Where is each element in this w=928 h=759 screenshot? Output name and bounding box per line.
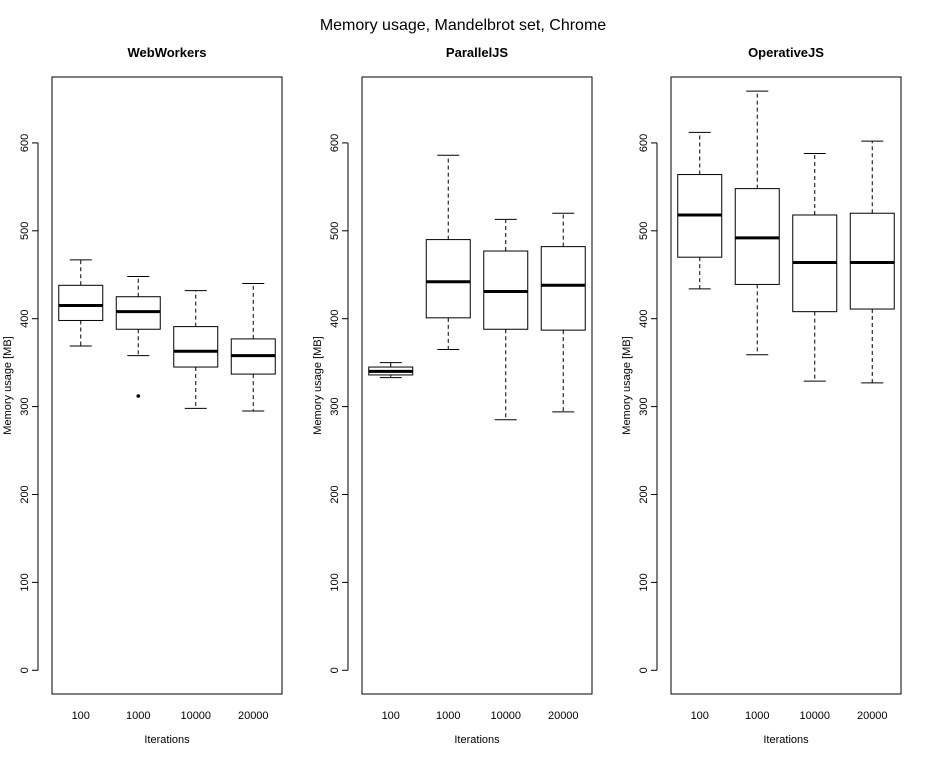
x-axis-title: Iterations [454, 734, 500, 746]
x-tick-label: 20000 [857, 710, 888, 722]
y-tick-label: 300 [329, 397, 341, 415]
plot-frame [361, 76, 593, 695]
y-tick-label: 600 [329, 134, 341, 152]
x-tick-label: 10000 [490, 710, 521, 722]
y-tick-label: 200 [329, 485, 341, 503]
x-tick-label: 100 [382, 710, 400, 722]
box-20000 [230, 283, 276, 412]
plot-frame [670, 76, 902, 695]
outlier-point [136, 394, 141, 398]
y-tick-label: 600 [19, 134, 31, 152]
box-iqr [173, 326, 219, 368]
y-tick-label: 300 [638, 397, 650, 415]
box-iqr [540, 246, 586, 331]
y-tick-label: 200 [19, 485, 31, 503]
box-100 [58, 259, 104, 347]
x-axis-title: Iterations [144, 734, 190, 746]
y-axis-title: Memory usage [MB] [2, 336, 14, 434]
box-10000 [483, 218, 529, 421]
box-1000 [115, 276, 161, 398]
x-tick-label: 1000 [436, 710, 460, 722]
box-20000 [849, 140, 895, 384]
y-tick-label: 300 [19, 397, 31, 415]
y-tick-label: 600 [638, 134, 650, 152]
x-tick-label: 10000 [799, 710, 830, 722]
y-tick-label: 400 [638, 310, 650, 328]
panel-title: ParallelJS [446, 45, 508, 60]
x-axis-title: Iterations [763, 734, 809, 746]
box-1000 [734, 90, 780, 356]
x-tick-label: 1000 [126, 710, 150, 722]
x-tick-label: 10000 [180, 710, 211, 722]
box-1000 [425, 154, 471, 350]
y-tick-label: 500 [638, 222, 650, 240]
chart-panel-paralleljs: ParallelJS 0 100 200 300 400 500 600 Memory usag… [312, 45, 593, 746]
box-20000 [540, 212, 586, 413]
y-tick-label: 100 [638, 573, 650, 591]
x-tick-label: 20000 [548, 710, 579, 722]
y-tick-label: 500 [19, 222, 31, 240]
y-tick-label: 200 [638, 485, 650, 503]
y-tick-label: 400 [329, 310, 341, 328]
x-tick-label: 20000 [238, 710, 269, 722]
x-tick-label: 1000 [745, 710, 769, 722]
y-tick-label: 400 [19, 310, 31, 328]
y-axis-title: Memory usage [MB] [312, 336, 324, 434]
box-100 [677, 131, 723, 290]
y-tick-label: 0 [638, 667, 650, 673]
x-tick-label: 100 [72, 710, 90, 722]
plot-frame [51, 76, 283, 695]
figure-title: Memory usage, Mandelbrot set, Chrome [320, 17, 606, 34]
y-tick-label: 0 [329, 667, 341, 673]
y-tick-label: 100 [19, 573, 31, 591]
panel-title: WebWorkers [128, 45, 207, 60]
chart-panel-operativejs: OperativeJS 0 100 200 300 400 500 600 Memory usa… [621, 45, 902, 746]
box-100 [368, 362, 414, 379]
y-tick-label: 500 [329, 222, 341, 240]
box-iqr [58, 284, 104, 321]
y-axis-title: Memory usage [MB] [621, 336, 633, 434]
y-tick-label: 0 [19, 667, 31, 673]
y-tick-label: 100 [329, 573, 341, 591]
panel-title: OperativeJS [748, 45, 824, 60]
chart-panel-webworkers: WebWorkers 0 100 200 300 400 500 600 Memory usag… [2, 45, 283, 746]
box-iqr [425, 239, 471, 319]
x-tick-label: 100 [691, 710, 709, 722]
box-10000 [173, 290, 219, 409]
box-10000 [792, 152, 838, 382]
